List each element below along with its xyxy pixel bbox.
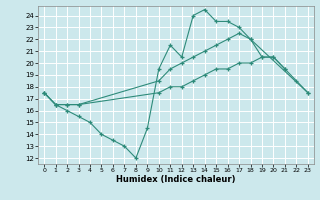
X-axis label: Humidex (Indice chaleur): Humidex (Indice chaleur) — [116, 175, 236, 184]
